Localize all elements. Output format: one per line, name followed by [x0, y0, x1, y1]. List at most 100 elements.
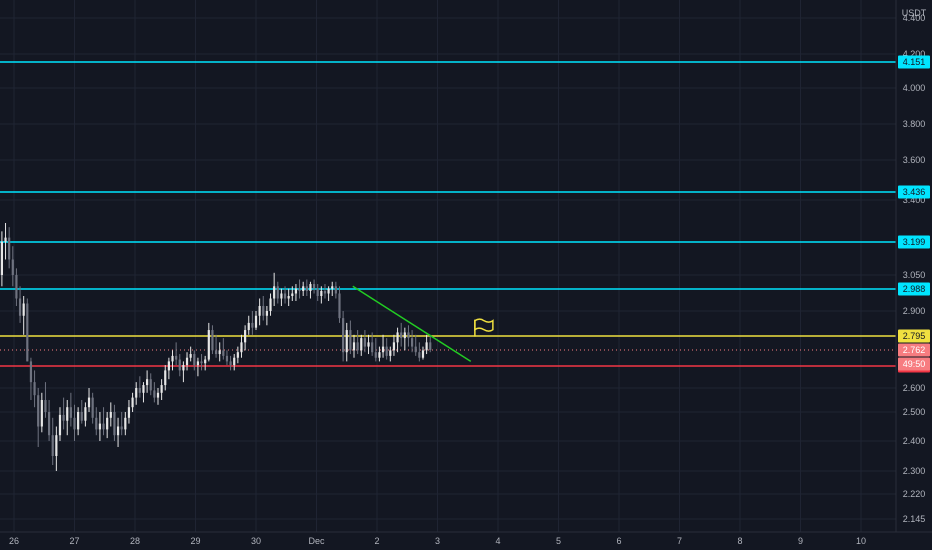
badge-label: 49:50 — [903, 359, 926, 369]
candle-body — [113, 412, 116, 436]
price-tick-label: 3.400 — [903, 195, 926, 205]
candle — [175, 342, 178, 366]
candle — [156, 388, 160, 405]
candle-body — [356, 342, 359, 351]
candle-body — [385, 346, 388, 356]
candle — [207, 322, 210, 362]
candle — [262, 296, 265, 321]
candle-body — [55, 435, 58, 456]
candle — [149, 373, 152, 396]
candle — [320, 286, 323, 304]
candle — [40, 392, 43, 433]
level-price-badge: 2.988 — [898, 282, 930, 296]
candle — [302, 281, 305, 296]
candle-body — [269, 298, 272, 311]
price-tick-label: 2.600 — [903, 383, 926, 393]
candle-body — [316, 288, 319, 296]
candle-body — [389, 350, 392, 356]
time-tick-label: 3 — [435, 536, 440, 546]
candle-body — [178, 359, 181, 371]
candle — [37, 388, 40, 447]
candle — [116, 417, 120, 447]
price-axis[interactable]: USDT 2.145 2.220 2.300 2.400 2.500 2.600 2.900 3… — [895, 0, 932, 532]
candle-body — [407, 332, 410, 339]
candle — [91, 392, 94, 424]
level-price-badge: 3.436 — [898, 185, 930, 199]
candle — [345, 322, 348, 362]
candle — [171, 350, 174, 371]
candle-body — [233, 357, 236, 366]
candle-body — [138, 388, 141, 393]
price-tick-label: 2.400 — [903, 436, 926, 446]
candle — [164, 365, 167, 391]
candle-body — [164, 370, 167, 386]
candle-body — [421, 350, 425, 358]
level-badge-bg — [898, 282, 930, 296]
candle-body — [291, 293, 294, 296]
time-tick-label: 6 — [616, 536, 621, 546]
candle-body — [349, 330, 352, 351]
candle-body — [244, 330, 247, 343]
candle — [233, 354, 236, 371]
candle — [193, 350, 196, 371]
candle-body — [258, 306, 261, 316]
candle — [66, 400, 69, 436]
candle-body — [106, 417, 109, 430]
candle-body — [160, 385, 163, 393]
candle — [374, 338, 377, 362]
candle — [312, 279, 316, 294]
candle-body — [323, 291, 327, 294]
candle-body — [218, 350, 221, 355]
candle-body — [149, 379, 152, 391]
candle — [247, 315, 250, 335]
candle-body — [229, 361, 232, 366]
time-axis[interactable]: 26 27 28 29 30 Dec 2 3 4 5 6 7 8 9 10 — [0, 531, 932, 550]
candle — [352, 334, 356, 358]
price-tick-label: 4.400 — [903, 13, 926, 23]
candle-body — [58, 414, 62, 436]
candle-body — [251, 322, 254, 328]
candle-body — [302, 286, 305, 291]
candle — [55, 426, 58, 471]
candle-body — [40, 400, 43, 427]
candle-body — [33, 382, 36, 396]
candle — [47, 400, 51, 441]
candle — [204, 355, 207, 371]
candle-body — [84, 407, 87, 421]
candle-body — [222, 350, 225, 356]
candle — [15, 268, 18, 306]
price-tick-label: 2.500 — [903, 407, 926, 417]
candle-body — [4, 237, 7, 242]
candle-body — [236, 352, 239, 358]
candle — [381, 334, 385, 358]
price-tick-label: 4.200 — [903, 49, 926, 59]
candle-body — [0, 241, 4, 275]
candle-body — [102, 423, 105, 430]
candle-body — [331, 286, 334, 289]
candle — [378, 346, 381, 362]
flag-icon[interactable] — [474, 318, 494, 337]
candle-body — [175, 355, 178, 360]
badge-bg — [898, 357, 930, 371]
candle-body — [204, 359, 207, 364]
time-tick-label: 8 — [737, 536, 742, 546]
candle — [200, 354, 203, 371]
candle-body — [400, 332, 403, 339]
level-price-badge: 3.199 — [898, 235, 930, 249]
candle — [95, 407, 98, 436]
candle-body — [22, 303, 25, 316]
candle-body — [207, 330, 210, 360]
price-tick-label: 3.800 — [903, 119, 926, 129]
level-price-badge: 4.151 — [898, 55, 930, 69]
candle-body — [298, 288, 301, 291]
candle — [371, 332, 374, 356]
candle — [309, 281, 312, 299]
trendline[interactable] — [352, 285, 472, 363]
price-tick-label: 2.220 — [903, 489, 926, 499]
candle — [124, 412, 127, 436]
time-tick-label: 5 — [556, 536, 561, 546]
candle-body — [381, 346, 385, 353]
candle-body — [312, 284, 316, 289]
